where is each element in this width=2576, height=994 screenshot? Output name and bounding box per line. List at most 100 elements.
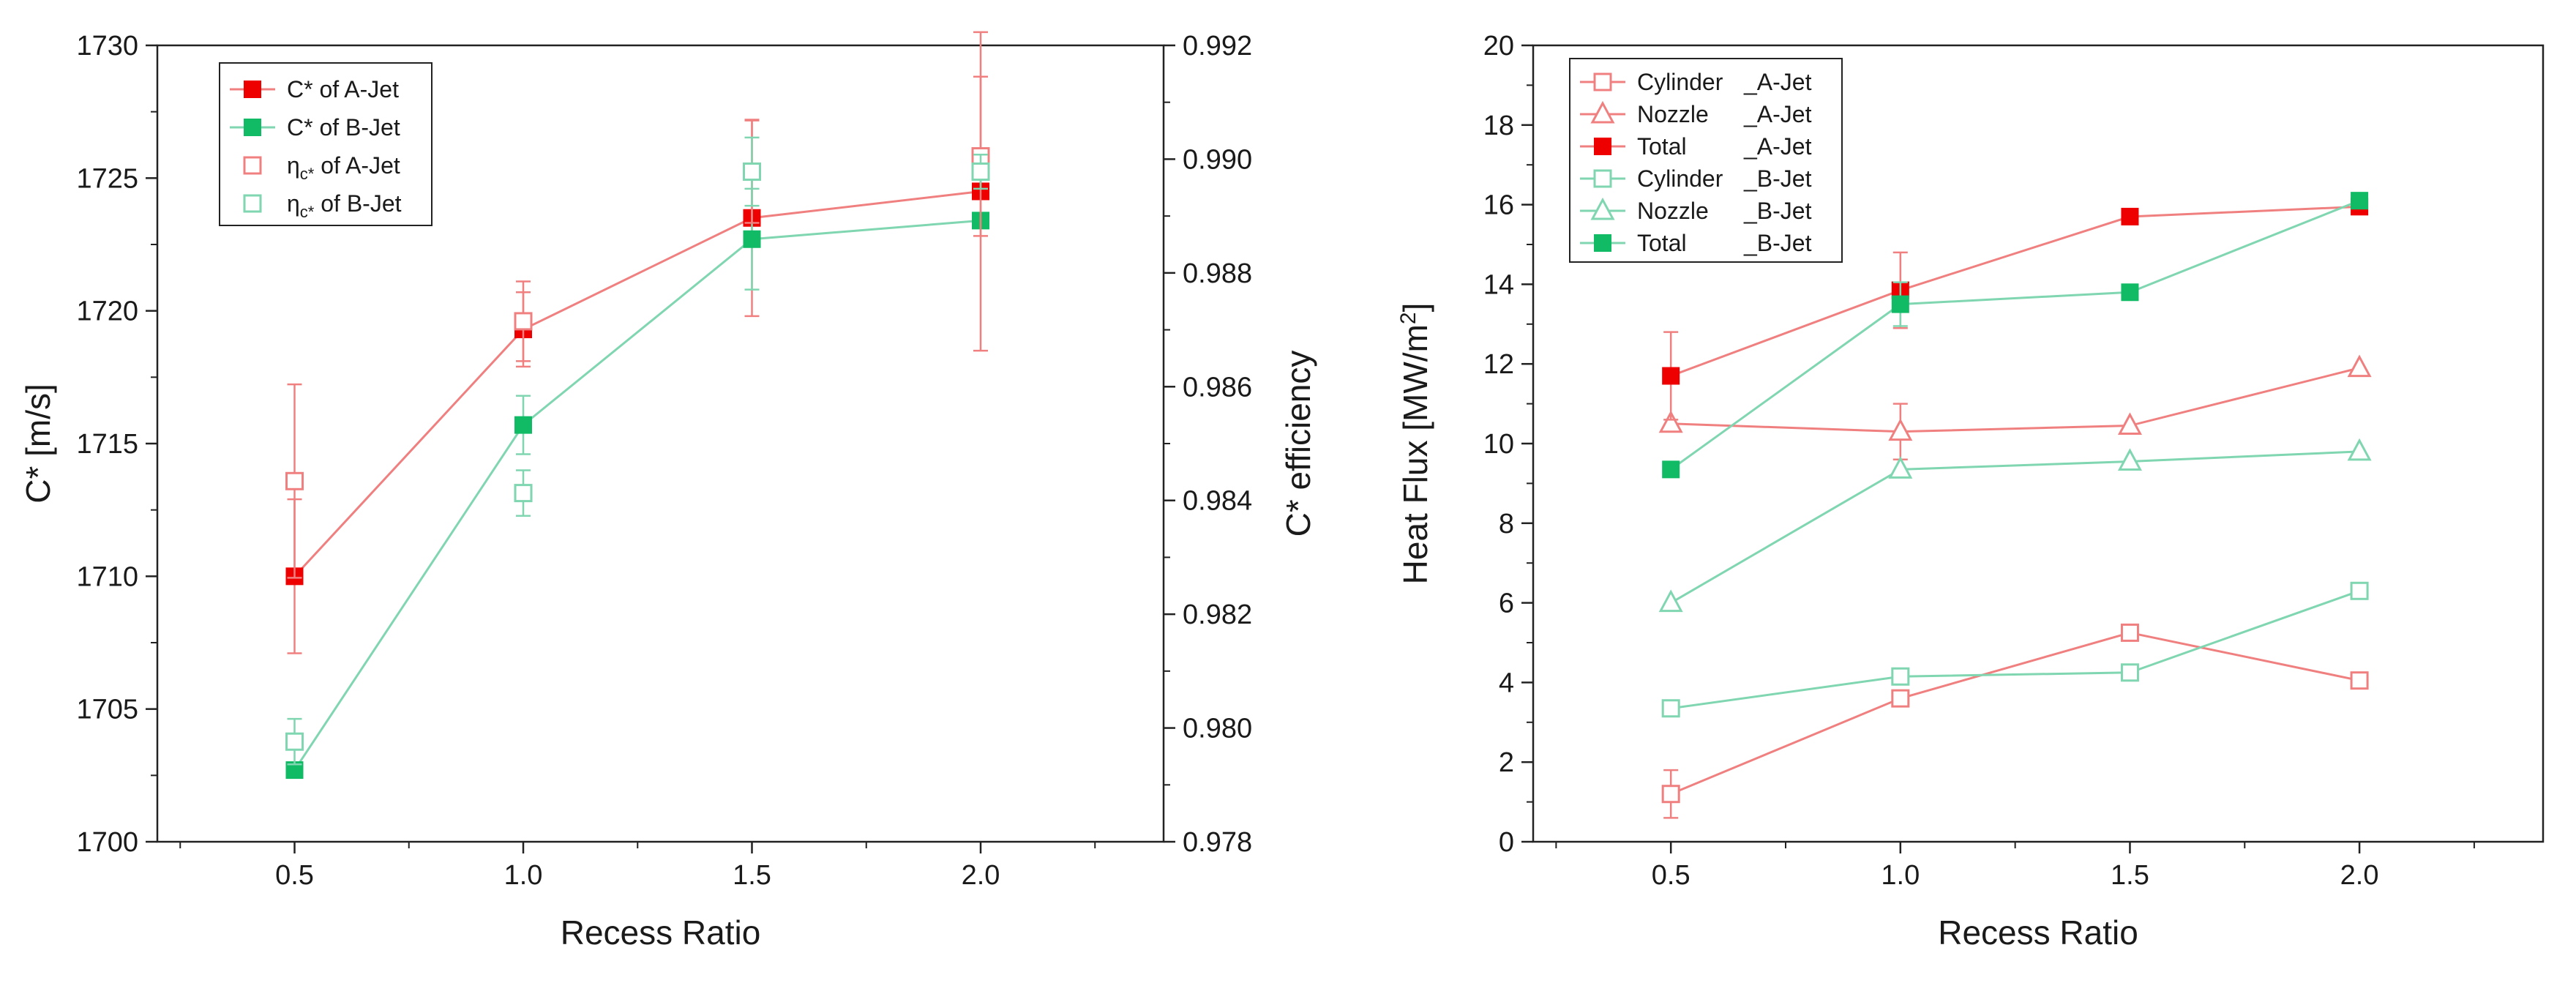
y-tick-label: 14 — [1483, 269, 1514, 300]
legend-label: Nozzle — [1637, 101, 1709, 127]
x-tick-label: 2.0 — [2340, 860, 2379, 891]
legend-label: C* of B-Jet — [287, 114, 400, 141]
legend-label-suffix: _B-Jet — [1743, 165, 1812, 192]
legend-marker — [1594, 234, 1611, 252]
legend-label-suffix: _A-Jet — [1743, 101, 1812, 127]
data-point — [2117, 412, 2142, 436]
series-1 — [1658, 354, 2372, 461]
series-line — [293, 190, 981, 578]
y2-tick-label: 0.984 — [1183, 486, 1252, 517]
legend-label-prefix: η — [287, 190, 300, 217]
series-3 — [1661, 581, 2369, 718]
legend-label: ηc* of B-Jet — [287, 190, 402, 221]
series-line — [293, 219, 981, 771]
y2-tick-label: 0.990 — [1183, 144, 1252, 175]
series-3 — [285, 136, 990, 766]
y2-tick-label: 0.980 — [1183, 714, 1252, 744]
legend-marker — [244, 119, 261, 136]
legend-marker — [243, 194, 262, 213]
legend-label-subscript: c* — [300, 165, 315, 183]
legend-label: Cylinder — [1637, 69, 1723, 95]
y-tick-label: 12 — [1483, 349, 1514, 380]
series-5 — [1662, 192, 2369, 479]
data-point — [285, 471, 304, 490]
legend-item: C* of A-Jet — [230, 76, 399, 102]
y-axis-title-superscript: 2 — [1396, 312, 1420, 324]
legend-label-subscript: c* — [300, 203, 315, 221]
legend-item: Nozzle _A-Jet — [1580, 100, 1812, 127]
legend-label: ηc* of A-Jet — [287, 152, 400, 183]
y-tick-label: 18 — [1483, 111, 1514, 141]
legend-label: Nozzle — [1637, 198, 1709, 224]
legend-label-suffix: _A-Jet — [1743, 133, 1812, 160]
x-tick-label: 2.0 — [962, 860, 1000, 891]
legend-box — [1569, 58, 1843, 263]
data-point — [1891, 295, 1909, 313]
y-tick-label: 4 — [1499, 668, 1514, 698]
y-axis-title: C* [m/s] — [19, 384, 57, 504]
legend-marker — [1593, 169, 1612, 188]
data-point — [1661, 699, 1680, 718]
legend-marker — [1590, 100, 1615, 124]
x-tick-label: 1.5 — [2111, 860, 2149, 891]
series-line — [1670, 205, 2360, 377]
legend-item: Total _B-Jet — [1580, 230, 1812, 256]
series-4 — [1658, 438, 2372, 613]
x-axis: 0.5 1.0 1.5 2.0 Recess Ratio — [179, 842, 1096, 952]
data-point — [971, 162, 990, 182]
y-axis-title-end: ] — [1396, 303, 1434, 313]
x-axis-title: Recess Ratio — [561, 913, 761, 952]
y-tick-label: 1730 — [76, 31, 138, 61]
legend-item: C* of B-Jet — [230, 114, 400, 141]
data-point — [1658, 410, 1683, 433]
x-tick-label: 0.5 — [275, 860, 314, 891]
data-point — [2120, 623, 2139, 642]
data-point — [1891, 667, 1910, 686]
y-tick-label: 1705 — [76, 695, 138, 725]
y-tick-label: 6 — [1499, 588, 1514, 619]
chart-right: 0.5 1.0 1.5 2.0 Recess Ratio 0 2 4 6 8 10 12 14 16 18 2… — [1396, 31, 2545, 952]
legend-label: Cylinder — [1637, 165, 1723, 192]
legend-item: ηc* of A-Jet — [243, 152, 400, 183]
x-tick-label: 1.0 — [1881, 860, 1920, 891]
x-axis: 0.5 1.0 1.5 2.0 Recess Ratio — [1555, 842, 2475, 952]
legend-item: ηc* of B-Jet — [243, 190, 402, 221]
legend-label-suffix: _B-Jet — [1743, 230, 1812, 256]
data-point — [1888, 456, 1913, 479]
data-point — [1661, 785, 1680, 804]
y-tick-label: 10 — [1483, 429, 1514, 460]
legend-label-suffix: of A-Jet — [314, 152, 400, 179]
y2-tick-label: 0.992 — [1183, 31, 1252, 61]
legend-marker — [243, 156, 262, 175]
data-point — [514, 312, 533, 331]
y-tick-label: 16 — [1483, 190, 1514, 221]
legend-label-prefix: η — [287, 152, 300, 179]
data-point — [1891, 689, 1910, 708]
y-axis: 1700 1705 1710 1715 1720 1725 1730 C* [m/s] — [19, 31, 157, 858]
legend-label-suffix: _B-Jet — [1743, 198, 1812, 224]
legend-marker — [1594, 138, 1611, 155]
chart-left: 0.5 1.0 1.5 2.0 Recess Ratio 1700 1705 1710 1715… — [19, 31, 1317, 952]
data-point — [2347, 438, 2372, 461]
series-0 — [1661, 623, 2369, 819]
legend-label-suffix: _A-Jet — [1743, 69, 1812, 95]
series-line — [1670, 199, 2360, 471]
y2-tick-label: 0.988 — [1183, 258, 1252, 289]
legend-marker — [1593, 72, 1612, 91]
data-point — [2351, 192, 2369, 210]
y-tick-label: 1710 — [76, 561, 138, 592]
y-tick-label: 1720 — [76, 296, 138, 327]
x-axis-title: Recess Ratio — [1938, 913, 2138, 952]
data-point — [1662, 367, 1680, 385]
y-axis-title-main: Heat Flux [MW/m — [1396, 324, 1434, 584]
legend-item: Nozzle _B-Jet — [1580, 197, 1812, 224]
y2-tick-label: 0.986 — [1183, 372, 1252, 403]
legend-item: Total _A-Jet — [1580, 133, 1812, 160]
y-tick-label: 1715 — [76, 429, 138, 460]
x-tick-label: 1.0 — [504, 860, 543, 891]
y-axis-title: Heat Flux [MW/m2] — [1396, 303, 1434, 585]
